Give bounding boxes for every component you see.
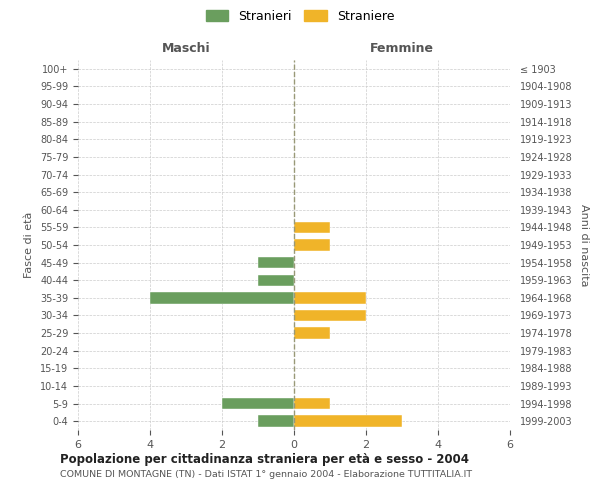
Bar bbox=[294, 328, 330, 339]
Bar bbox=[258, 416, 294, 427]
Legend: Stranieri, Straniere: Stranieri, Straniere bbox=[202, 6, 398, 26]
Bar bbox=[150, 292, 294, 304]
Bar bbox=[294, 310, 366, 321]
Text: Popolazione per cittadinanza straniera per età e sesso - 2004: Popolazione per cittadinanza straniera p… bbox=[60, 452, 469, 466]
Bar bbox=[294, 240, 330, 250]
Y-axis label: Anni di nascita: Anni di nascita bbox=[579, 204, 589, 286]
Bar bbox=[222, 398, 294, 409]
Bar bbox=[294, 398, 330, 409]
Bar bbox=[294, 292, 366, 304]
Bar bbox=[258, 257, 294, 268]
Text: COMUNE DI MONTAGNE (TN) - Dati ISTAT 1° gennaio 2004 - Elaborazione TUTTITALIA.I: COMUNE DI MONTAGNE (TN) - Dati ISTAT 1° … bbox=[60, 470, 472, 479]
Bar bbox=[294, 416, 402, 427]
Y-axis label: Fasce di età: Fasce di età bbox=[25, 212, 34, 278]
Bar bbox=[258, 274, 294, 286]
Bar bbox=[294, 222, 330, 233]
